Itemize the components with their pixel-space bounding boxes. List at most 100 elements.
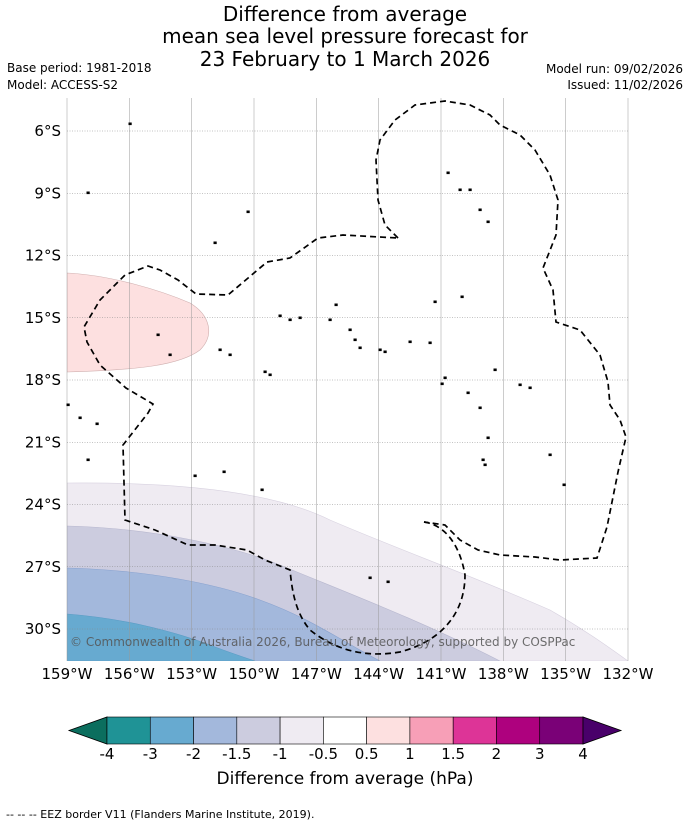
colorbar-bin	[496, 716, 541, 745]
island-marker	[334, 303, 338, 307]
island-marker	[298, 316, 302, 320]
colorbar-tick-label: 1	[405, 745, 415, 763]
colorbar-bin	[193, 716, 238, 745]
island-marker	[458, 188, 462, 192]
island-marker	[353, 338, 357, 342]
island-marker	[128, 122, 132, 126]
lon-label: 147°W	[291, 665, 342, 683]
lon-label: 141°W	[416, 665, 467, 683]
island-marker	[228, 353, 232, 357]
eez-border-main	[375, 100, 627, 561]
colorbar-tick-label: 4	[578, 745, 588, 763]
island-marker	[386, 580, 390, 584]
lat-label: 21°S	[25, 433, 61, 451]
colorbar-tick-label: -3	[142, 745, 158, 763]
island-marker	[483, 463, 487, 467]
island-marker	[478, 406, 482, 410]
latitude-labels: 6°S 9°S 12°S 15°S 18°S 21°S 24°S 27°S 30°S	[25, 122, 61, 638]
island-marker	[358, 346, 362, 350]
island-marker	[408, 340, 412, 344]
anomaly-fields	[67, 272, 628, 661]
lon-label: 132°W	[603, 665, 654, 683]
anomaly-band-minus-2	[67, 613, 256, 661]
island-marker	[246, 210, 250, 214]
island-marker	[168, 353, 172, 357]
colorbar-tick-label: -1.5	[222, 745, 252, 763]
colorbar-tick-label: -1	[272, 745, 288, 763]
island-marker	[278, 314, 282, 318]
island-marker	[378, 348, 382, 352]
island-marker	[288, 318, 292, 322]
colorbar-tick-label: -4	[99, 745, 115, 763]
colorbar	[67, 716, 623, 745]
title-line-3: 23 February to 1 March 2026	[199, 47, 491, 71]
lon-label: 144°W	[353, 665, 404, 683]
island-marker	[428, 341, 432, 345]
longitude-labels: 159°W 156°W 153°W 150°W 147°W 144°W 141°W 138°W…	[42, 665, 654, 683]
colorbar-tick-label: 1.5	[441, 745, 466, 763]
eez-border-south	[83, 234, 466, 655]
island-marker	[78, 416, 82, 420]
island-marker	[213, 241, 217, 245]
island-marker	[218, 348, 222, 352]
lat-label: 30°S	[25, 620, 61, 638]
island-marker	[481, 458, 485, 462]
lon-label: 135°W	[540, 665, 591, 683]
island-marker	[548, 453, 552, 457]
issued-date: Issued: 11/02/2026	[567, 78, 683, 92]
colorbar-tick-label: 0.5	[354, 745, 379, 763]
colorbar-bin	[409, 716, 454, 745]
lat-label: 27°S	[25, 558, 61, 576]
colorbar-tick-label: -2	[186, 745, 202, 763]
island-marker	[86, 191, 90, 195]
lat-label: 6°S	[34, 122, 61, 140]
copyright-text: © Commonwealth of Australia 2026, Bureau…	[70, 635, 575, 649]
island-marker	[443, 376, 447, 380]
colorbar-bin	[106, 716, 151, 745]
island-marker	[468, 188, 472, 192]
island-marker	[193, 474, 197, 478]
island-marker	[466, 391, 470, 395]
island-marker	[95, 422, 99, 426]
model-name: Model: ACCESS-S2	[7, 78, 119, 92]
lat-label: 24°S	[25, 496, 61, 514]
lat-label: 9°S	[34, 184, 61, 202]
island-marker	[486, 220, 490, 224]
island-marker	[486, 436, 490, 440]
island-marker	[368, 576, 372, 580]
colorbar-tick-label: 3	[534, 745, 545, 763]
island-marker	[460, 295, 464, 299]
colorbar-bin	[149, 716, 194, 745]
lon-label: 153°W	[166, 665, 217, 683]
island-marker	[222, 470, 226, 474]
island-marker	[383, 350, 387, 354]
colorbar-title: Difference from average (hPa)	[216, 769, 474, 789]
lat-label: 15°S	[25, 309, 61, 327]
island-marker	[493, 368, 497, 372]
colorbar-tick-label: 2	[491, 745, 502, 763]
island-marker	[86, 458, 90, 462]
lon-label: 138°W	[478, 665, 529, 683]
island-marker	[446, 171, 450, 175]
island-marker	[156, 333, 160, 337]
colorbar-over-arrow	[582, 716, 623, 745]
island-marker	[478, 208, 482, 212]
lon-label: 156°W	[104, 665, 155, 683]
colorbar-bin	[236, 716, 281, 745]
title-line-2: mean sea level pressure forecast for	[162, 24, 528, 48]
island-marker	[268, 373, 272, 377]
lon-label: 150°W	[229, 665, 280, 683]
graticule	[66, 98, 629, 661]
eez-legend: -- -- -- EEZ border V11 (Flanders Marine…	[6, 808, 315, 821]
colorbar-bin	[539, 716, 584, 745]
colorbar-under-arrow	[67, 716, 108, 745]
base-period: Base period: 1981-2018	[7, 61, 152, 75]
title-line-1: Difference from average	[222, 2, 468, 26]
island-marker	[440, 382, 444, 386]
lon-label: 159°W	[42, 665, 93, 683]
island-marker	[66, 403, 70, 407]
island-marker	[348, 328, 352, 332]
island-marker	[263, 370, 267, 374]
island-marker	[328, 318, 332, 322]
